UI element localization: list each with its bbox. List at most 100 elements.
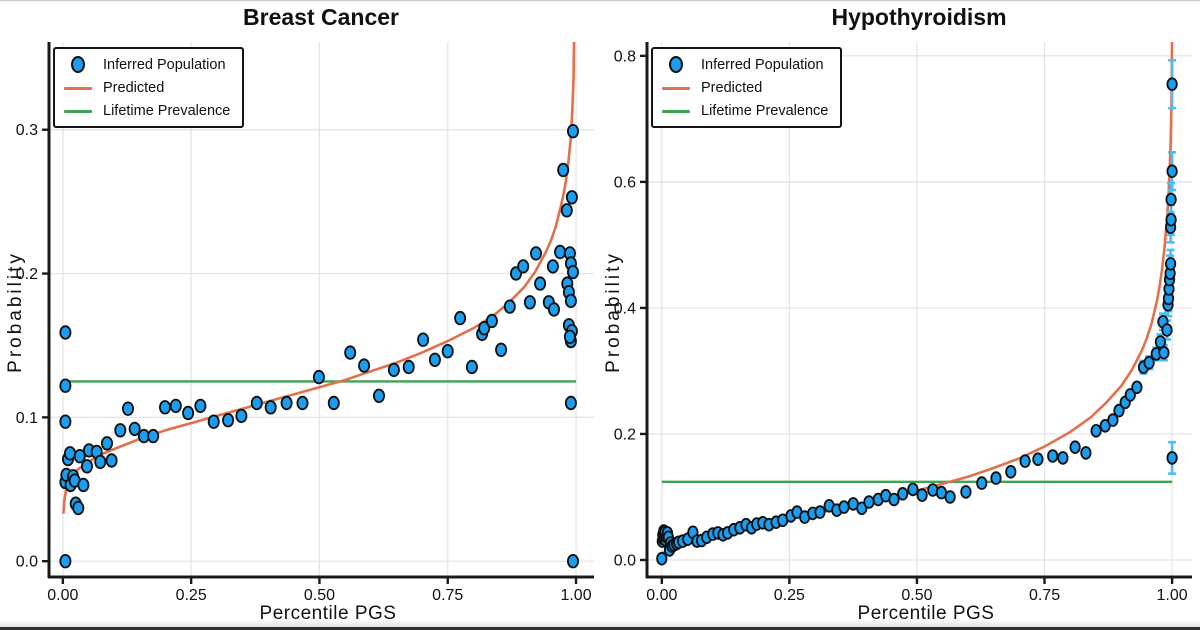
data-point	[402, 359, 415, 375]
chart1-y-axis-label: Probability	[5, 251, 26, 373]
x-tick-label: 0.25	[774, 587, 805, 604]
data-point	[517, 259, 530, 274]
data-point	[428, 352, 441, 368]
chart1-title: Breast Cancer	[243, 4, 399, 30]
data-point	[888, 492, 900, 507]
data-point	[59, 554, 72, 569]
y-tick-label: 0.8	[614, 48, 636, 65]
data-point	[147, 428, 160, 444]
bottom-edge-divider	[0, 627, 1200, 630]
data-point	[1165, 192, 1177, 207]
chart1-x-axis-label: Percentile PGS	[259, 603, 397, 624]
data-point	[72, 500, 85, 516]
data-point	[122, 401, 135, 416]
legend-label: Lifetime Prevalence	[103, 103, 231, 119]
data-point	[280, 395, 293, 411]
y-tick-label: 0.0	[16, 554, 38, 571]
data-point	[465, 359, 478, 375]
data-point	[194, 398, 207, 414]
data-point	[907, 482, 919, 497]
data-point	[1158, 345, 1170, 360]
data-point	[64, 446, 77, 461]
legend-label: Lifetime Prevalence	[701, 103, 829, 119]
data-point	[344, 345, 357, 360]
data-point	[264, 400, 277, 415]
chart1-legend: Inferred Population Predicted Lifetime P…	[53, 47, 245, 128]
legend-label: Inferred Population	[701, 56, 824, 73]
data-point	[1143, 355, 1155, 370]
predicted-line-icon	[64, 86, 92, 90]
x-tick-label: 0.00	[47, 587, 78, 604]
legend-label: Inferred Population	[103, 56, 226, 73]
chart2-title: Hypothyroidism	[831, 4, 1007, 30]
data-point	[77, 477, 90, 493]
data-point	[478, 321, 491, 336]
prevalence-line-icon	[64, 109, 92, 113]
data-point	[1161, 323, 1173, 337]
data-point	[105, 453, 118, 468]
data-point	[564, 395, 577, 411]
data-point	[554, 244, 567, 260]
data-point	[567, 123, 580, 139]
data-point	[567, 554, 580, 569]
top-edge-divider	[0, 0, 1200, 2]
data-point	[1005, 464, 1017, 479]
data-point	[1166, 164, 1178, 179]
data-point	[59, 414, 72, 429]
data-point	[567, 264, 580, 280]
data-point	[1107, 413, 1119, 427]
data-point	[1080, 446, 1092, 460]
legend-item-predicted: Predicted	[661, 80, 828, 96]
data-point	[523, 295, 536, 310]
inferred-population-marker-icon	[669, 56, 683, 73]
data-point	[417, 332, 430, 347]
data-point	[327, 395, 340, 411]
data-point	[563, 329, 576, 345]
y-tick-label: 0.2	[614, 426, 636, 443]
y-tick-label: 0.1	[16, 410, 38, 427]
data-point	[1166, 451, 1178, 465]
data-point	[565, 190, 578, 205]
data-point	[897, 486, 909, 501]
data-point	[358, 358, 371, 373]
data-point	[548, 302, 561, 317]
data-point	[863, 495, 875, 509]
data-point	[495, 342, 508, 358]
data-point	[312, 369, 325, 385]
data-point	[814, 505, 826, 519]
data-point	[169, 398, 182, 414]
data-point	[1165, 212, 1177, 227]
data-point	[560, 203, 573, 218]
data-point	[59, 378, 72, 393]
data-point	[1090, 423, 1102, 438]
data-point	[1019, 454, 1031, 468]
data-point	[207, 414, 220, 429]
data-point	[960, 485, 972, 499]
data-point	[557, 162, 570, 178]
x-tick-label: 1.00	[1157, 587, 1188, 604]
chart-1: 0.00 0.25 0.50 0.75 1.00 0.0 0.1 0.2 0.3	[16, 42, 594, 604]
data-point	[372, 388, 385, 404]
x-tick-label: 0.25	[176, 587, 207, 604]
data-point	[1057, 451, 1069, 465]
legend-label: Predicted	[103, 80, 165, 96]
data-point	[656, 551, 668, 566]
chart-2: 0.00 0.25 0.50 0.75 1.00 0.0 0.2 0.4 0.6 0.8	[614, 42, 1192, 604]
legend-item-predicted: Predicted	[63, 80, 230, 96]
data-point	[503, 299, 516, 314]
data-point	[182, 405, 195, 421]
data-point	[94, 454, 107, 470]
data-point	[235, 408, 248, 424]
y-tick-label: 0.4	[614, 300, 636, 317]
data-point	[1032, 452, 1044, 467]
data-point	[564, 293, 577, 309]
data-point	[1131, 380, 1143, 395]
y-tick-label: 0.6	[614, 174, 636, 191]
data-point	[114, 423, 127, 438]
y-tick-label: 0.0	[614, 552, 636, 569]
predicted-line-icon	[662, 86, 690, 90]
x-tick-label: 0.50	[901, 587, 932, 604]
data-point	[101, 436, 114, 451]
legend-item-inferred-population: Inferred Population	[661, 56, 828, 73]
